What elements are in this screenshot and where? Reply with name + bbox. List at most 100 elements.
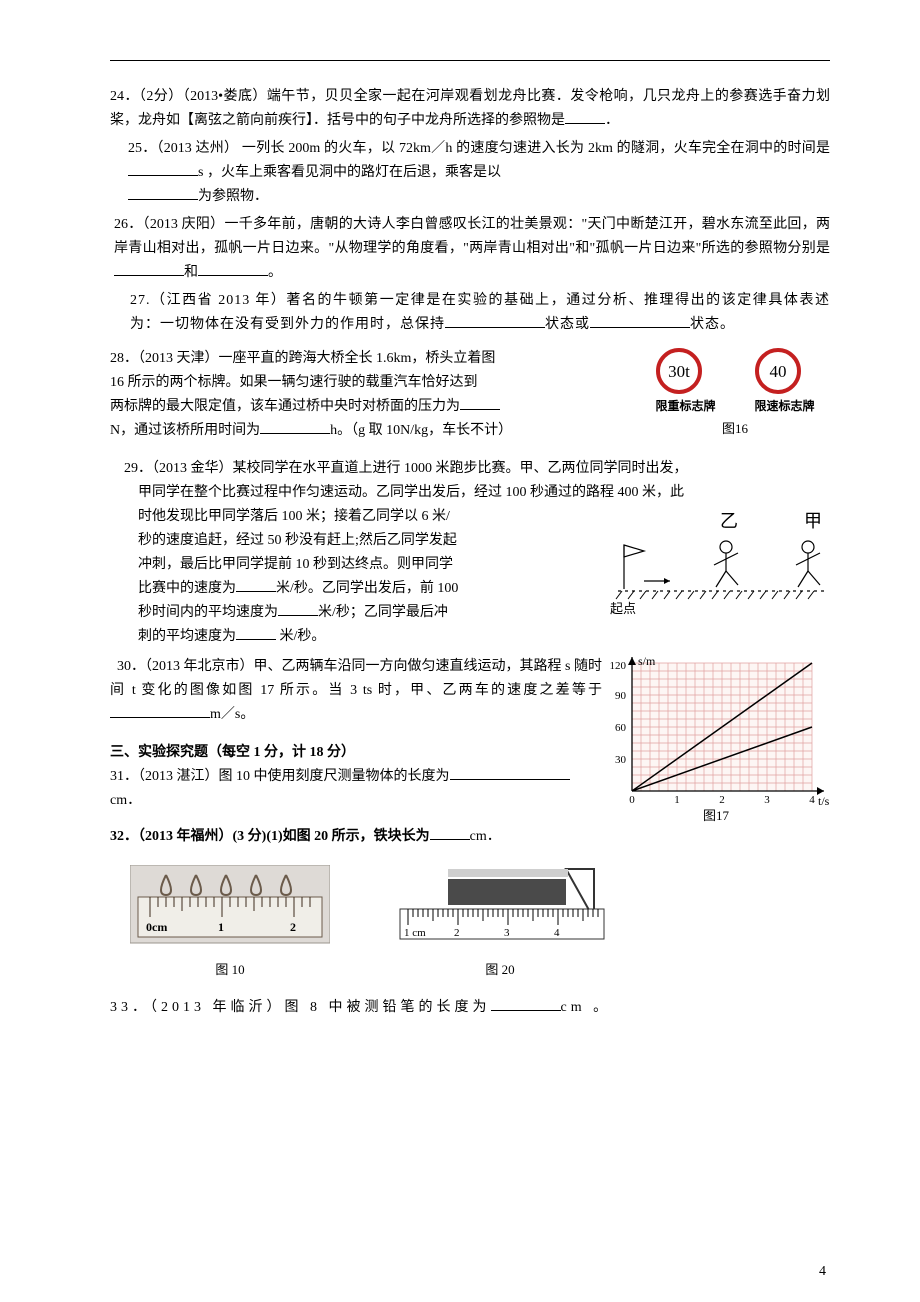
xtick-4: 4 — [809, 794, 815, 806]
q27-blank1 — [445, 314, 545, 328]
q28-l2: 16 所示的两个标牌。如果一辆匀速行驶的载重汽车恰好达到 — [110, 371, 632, 395]
q33-a: 33．（2013 年临沂）图 8 中被测铅笔的长度为 — [110, 1000, 491, 1015]
ruler10-svg: 0cm 1 2 — [130, 865, 330, 955]
q26-blank2 — [198, 262, 268, 276]
q29-l6a: 刺的平均速度为 — [138, 629, 236, 644]
question-27: 27.（江西省 2013 年）著名的牛顿第一定律是在实验的基础上，通过分析、推理… — [110, 289, 830, 337]
runners-figure: 乙 甲 — [610, 505, 830, 649]
q26-blank1 — [114, 262, 184, 276]
q27-blank2 — [590, 314, 690, 328]
q27-tail: 状态。 — [690, 317, 735, 332]
q27-mid: 状态或 — [545, 317, 590, 332]
question-31: 31．（2013 湛江）图 10 中使用刻度尺测量物体的长度为 cm． — [110, 765, 602, 813]
question-29: 29．（2013 金华）某校同学在水平直道上进行 1000 米跑步比赛。甲、乙两… — [110, 457, 830, 649]
q29-l6: 刺的平均速度为 米/秒。 — [110, 625, 610, 649]
q28-l1: 28．（2013 天津）一座平直的跨海大桥全长 1.6km，桥头立着图 — [110, 347, 632, 371]
top-divider — [110, 60, 830, 61]
q32-b: cm． — [470, 829, 501, 844]
question-24: 24．（2分）（2013•娄底）端午节，贝贝全家一起在河岸观看划龙舟比赛．发令枪… — [110, 85, 830, 133]
question-33: 33．（2013 年临沂）图 8 中被测铅笔的长度为 cm 。 — [110, 996, 830, 1020]
q31-blank — [450, 766, 570, 780]
xtick-3: 3 — [764, 794, 770, 806]
q26-tail: 。 — [268, 265, 282, 280]
ylabel: s/m — [638, 655, 656, 668]
weight-limit-sign: 30t 限重标志牌 — [655, 347, 715, 414]
sign-left-val: 30t — [669, 362, 691, 381]
fig20-caption: 图 20 — [390, 959, 610, 978]
speed-sign-icon: 40 — [754, 347, 802, 395]
q33-b: cm 。 — [561, 1000, 612, 1015]
ruler20-3: 3 — [504, 927, 510, 939]
q32-a: 32．（2013 年福州）(3 分)(1)如图 20 所示，铁块长为 — [110, 829, 430, 844]
label-yi: 乙 — [720, 511, 738, 531]
ytick-30: 30 — [615, 754, 627, 766]
q25-atail: s ，火车上乘客看见洞中的路灯在后退，乘客是以 — [198, 165, 501, 180]
q29-top2: 甲同学在整个比赛过程中作匀速运动。乙同学出发后，经过 100 秒通过的路程 40… — [110, 481, 830, 505]
q28-blank2 — [260, 420, 330, 434]
q30-a: 30．（2013 年北京市）甲、乙两辆车沿同一方向做匀速直线运动，其路程 s 随… — [110, 659, 606, 698]
ytick-90: 90 — [615, 690, 627, 702]
question-32: 32．（2013 年福州）(3 分)(1)如图 20 所示，铁块长为 cm． — [110, 825, 830, 849]
figure-17: 30 60 90 120 0 1 2 3 4 s/m t/s 图17 — [602, 655, 830, 825]
question-30: 30．（2013 年北京市）甲、乙两辆车沿同一方向做匀速直线运动，其路程 s 随… — [110, 655, 830, 825]
q31-a: 31．（2013 湛江）图 10 中使用刻度尺测量物体的长度为 — [110, 769, 450, 784]
chart-svg: 30 60 90 120 0 1 2 3 4 s/m t/s 图17 — [602, 655, 830, 825]
q30-blank — [110, 704, 210, 718]
ruler20-svg: 1 cm 2 3 4 — [390, 865, 610, 955]
q28-l4a: N，通过该桥所用时间为 — [110, 423, 260, 438]
q32-blank — [430, 826, 470, 840]
q26-mid: 和 — [184, 265, 198, 280]
q29-l4a: 比赛中的速度为 — [138, 581, 236, 596]
q29-blank1 — [236, 578, 276, 592]
q25-blank1 — [128, 162, 198, 176]
speed-limit-sign: 40 限速标志牌 — [754, 347, 814, 414]
q29-l6b: 米/秒。 — [276, 629, 325, 644]
q29-blank2 — [278, 602, 318, 616]
q24-blank — [565, 110, 605, 124]
xlabel: t/s — [818, 794, 830, 808]
question-26: 26．（2013 庆阳）一千多年前，唐朝的大诗人李白曾感叹长江的壮美景观："天门… — [110, 213, 830, 285]
ruler10-2: 2 — [290, 920, 296, 934]
xtick-2: 2 — [719, 794, 725, 806]
q25-a: 25．（2013 达州） 一列长 200m 的火车，以 72km／h 的速度匀速… — [128, 141, 830, 156]
q29-l5: 秒时间内的平均速度为 米/秒；乙同学最后冲 — [110, 601, 610, 625]
runners-svg: 乙 甲 — [610, 509, 828, 619]
ruler10-1: 1 — [218, 920, 224, 934]
q29-l4b: 米/秒。乙同学出发后，前 100 — [276, 581, 458, 596]
q28-blank1 — [460, 396, 500, 410]
question-25: 25．（2013 达州） 一列长 200m 的火车，以 72km／h 的速度匀速… — [110, 137, 830, 209]
q29-blank3 — [236, 626, 276, 640]
q29-top1: 29．（2013 金华）某校同学在水平直道上进行 1000 米跑步比赛。甲、乙两… — [110, 457, 830, 481]
q29-l2: 秒的速度追赶，经过 50 秒没有赶上;然后乙同学发起 — [110, 529, 610, 553]
label-jia: 甲 — [804, 511, 822, 531]
q33-blank — [491, 997, 561, 1011]
q28-l3-text: 两标牌的最大限定值，该车通过桥中央时对桥面的压力为 — [110, 399, 460, 414]
label-start: 起点 — [610, 601, 636, 616]
ruler10-0cm: 0cm — [146, 920, 167, 934]
q30-tail: m／s。 — [210, 707, 254, 722]
sign-left-label: 限重标志牌 — [655, 397, 715, 414]
ytick-120: 120 — [610, 660, 627, 672]
ruler20-4: 4 — [554, 927, 560, 939]
sign-right-val: 40 — [770, 362, 787, 381]
ytick-60: 60 — [615, 722, 627, 734]
q26-a: 26．（2013 庆阳）一千多年前，唐朝的大诗人李白曾感叹长江的壮美景观："天门… — [114, 217, 830, 256]
xtick-1: 1 — [674, 794, 680, 806]
q25-btail: 为参照物． — [198, 189, 268, 204]
figure-16: 30t 限重标志牌 40 限速标志牌 图16 — [640, 347, 830, 443]
q25-blank2 — [128, 186, 198, 200]
q29-l5a: 秒时间内的平均速度为 — [138, 605, 278, 620]
q28-l4b: h。（g 取 10N/kg，车长不计） — [330, 423, 512, 438]
q24-text: 24．（2分）（2013•娄底）端午节，贝贝全家一起在河岸观看划龙舟比赛．发令枪… — [110, 89, 830, 128]
q31-b: cm． — [110, 793, 141, 808]
sign-right-label: 限速标志牌 — [754, 397, 814, 414]
page-number: 4 — [819, 1264, 826, 1280]
q24-tail: ． — [605, 113, 619, 128]
figure-20: 1 cm 2 3 4 图 20 — [390, 865, 610, 978]
figure-10: 0cm 1 2 图 10 — [130, 865, 330, 978]
fig17-caption: 图17 — [703, 808, 730, 823]
q28-l4: N，通过该桥所用时间为 h。（g 取 10N/kg，车长不计） — [110, 419, 632, 443]
exam-page: 24．（2分）（2013•娄底）端午节，贝贝全家一起在河岸观看划龙舟比赛．发令枪… — [0, 0, 920, 1302]
xtick-0: 0 — [629, 794, 635, 806]
q29-l5b: 米/秒；乙同学最后冲 — [318, 605, 448, 620]
